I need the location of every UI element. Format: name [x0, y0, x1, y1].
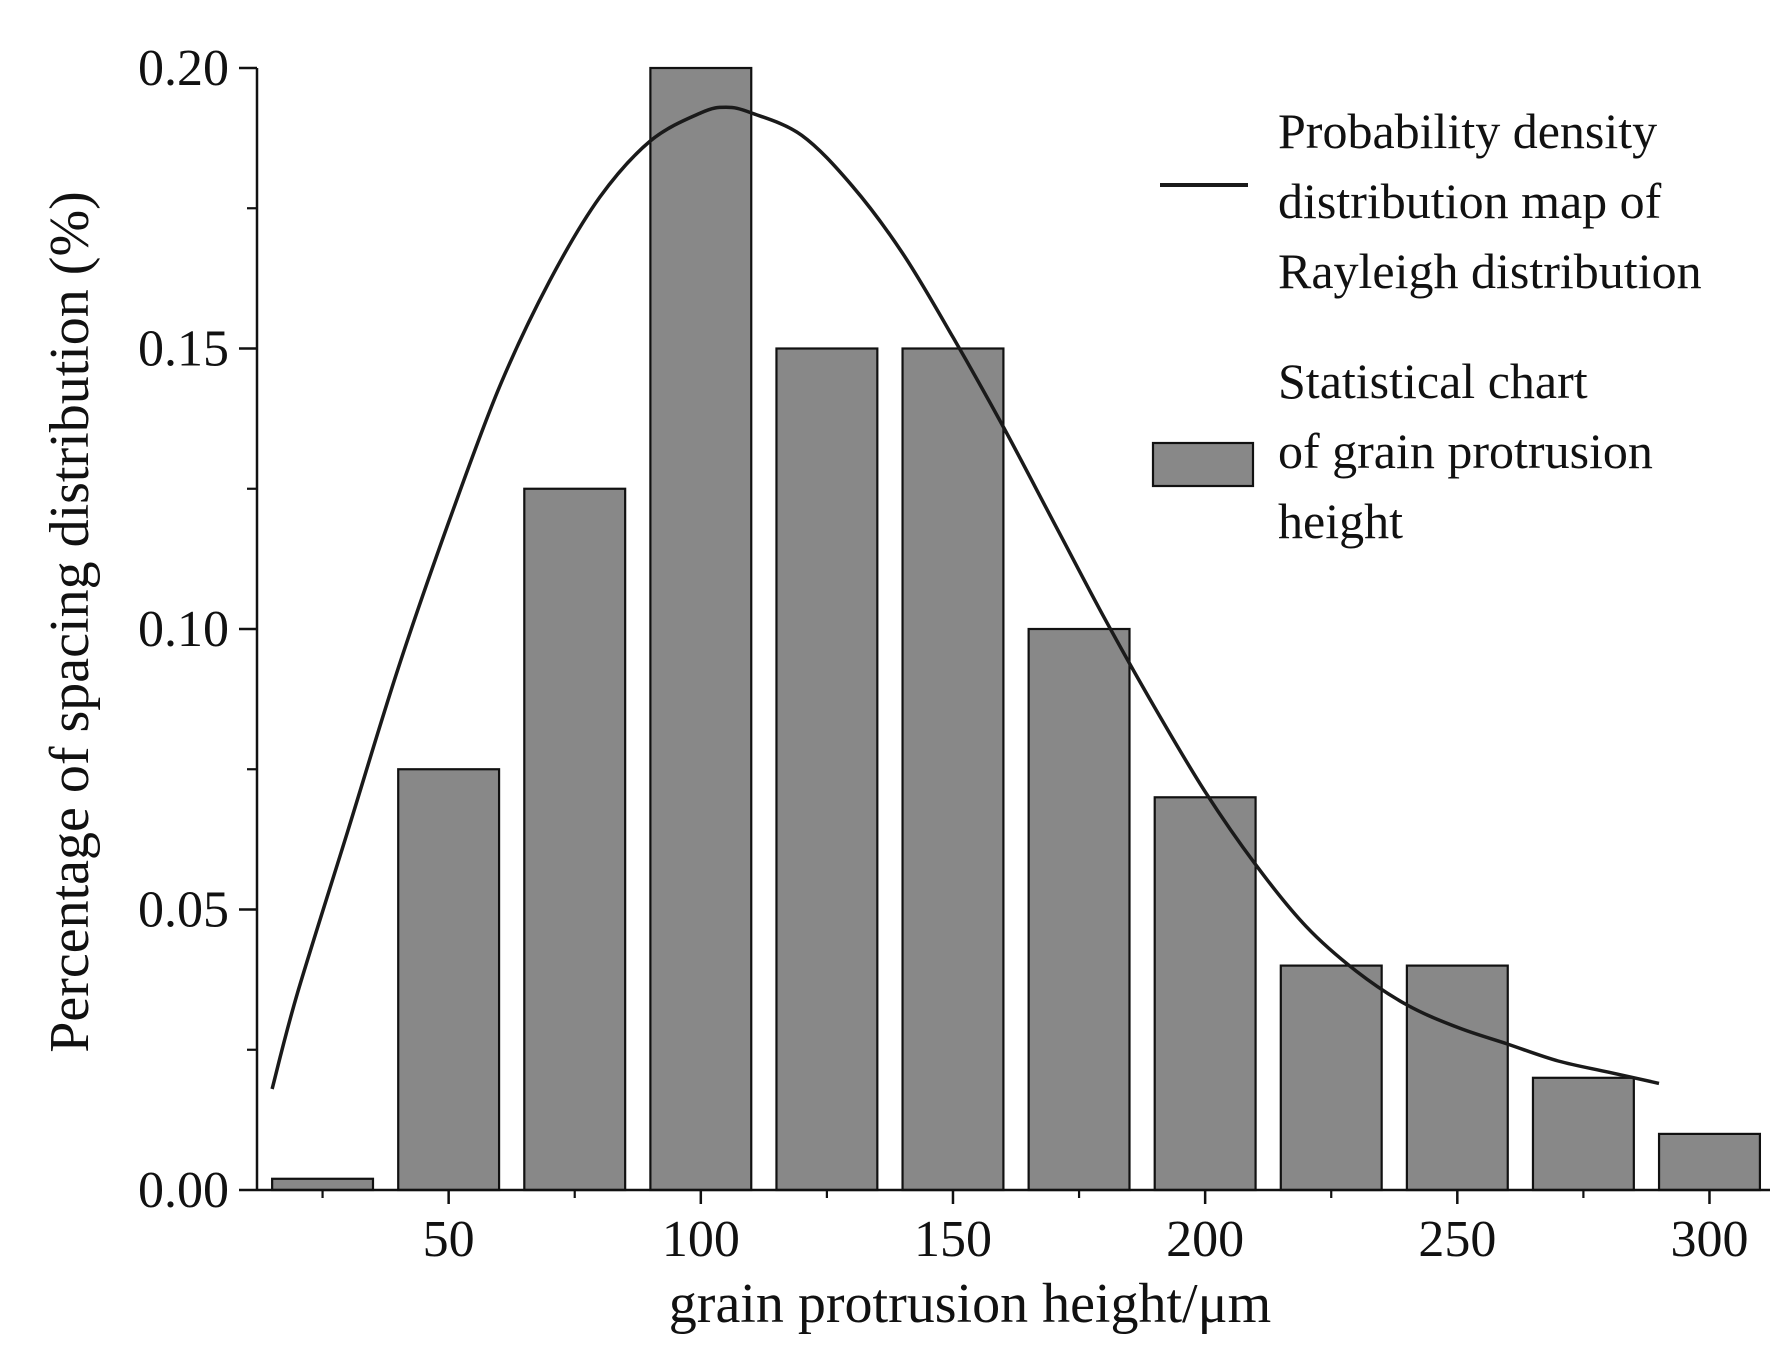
- bar-75: [523, 487, 627, 1192]
- x-tick-label: 300: [1670, 1211, 1748, 1268]
- bar-225: [1279, 964, 1383, 1192]
- x-tick-label: 250: [1418, 1211, 1496, 1268]
- legend-bar-label-line: of grain protrusion: [1278, 423, 1653, 479]
- bars-layer: [271, 66, 1762, 1192]
- legend-curve-label-line: distribution map of: [1278, 173, 1662, 229]
- y-tick-label: 0.10: [138, 601, 229, 658]
- y-tick-label: 0.05: [138, 882, 229, 939]
- ticks-layer: 0.00 0.05 0.10 0.15 0.20 50 100 150 200 250 300: [138, 40, 1748, 1268]
- bar-125: [775, 347, 879, 1192]
- x-tick-label: 50: [423, 1211, 475, 1268]
- bar-25: [271, 1177, 375, 1192]
- bar-150: [901, 347, 1005, 1192]
- y-tick-label: 0.15: [138, 321, 229, 378]
- legend-bar-label-line: Statistical chart: [1278, 353, 1588, 409]
- curve-layer: [270, 105, 1660, 1090]
- legend-curve-label-line: Probability density: [1278, 103, 1657, 159]
- x-tick-label: 100: [662, 1211, 740, 1268]
- bar-275: [1531, 1076, 1635, 1192]
- bar-200: [1153, 796, 1257, 1192]
- y-tick-label: 0.20: [138, 40, 229, 97]
- bar-50: [397, 768, 501, 1192]
- bar-175: [1027, 627, 1131, 1192]
- bar-300: [1657, 1132, 1762, 1192]
- legend-bar-label-line: height: [1278, 493, 1403, 549]
- y-tick-label: 0.00: [138, 1162, 229, 1219]
- y-axis-title: Percentage of spacing distribution (%): [39, 191, 101, 1053]
- legend: Probability density distribution map of Ra…: [1151, 103, 1702, 549]
- bar-100: [649, 66, 753, 1192]
- rayleigh-curve: [270, 105, 1660, 1090]
- legend-bar-swatch: [1151, 441, 1255, 488]
- x-tick-label: 150: [914, 1211, 992, 1268]
- legend-curve-label-line: Rayleigh distribution: [1278, 243, 1702, 299]
- bar-250: [1405, 964, 1509, 1192]
- x-axis-title: grain protrusion height/μm: [669, 1273, 1271, 1335]
- x-tick-label: 200: [1166, 1211, 1244, 1268]
